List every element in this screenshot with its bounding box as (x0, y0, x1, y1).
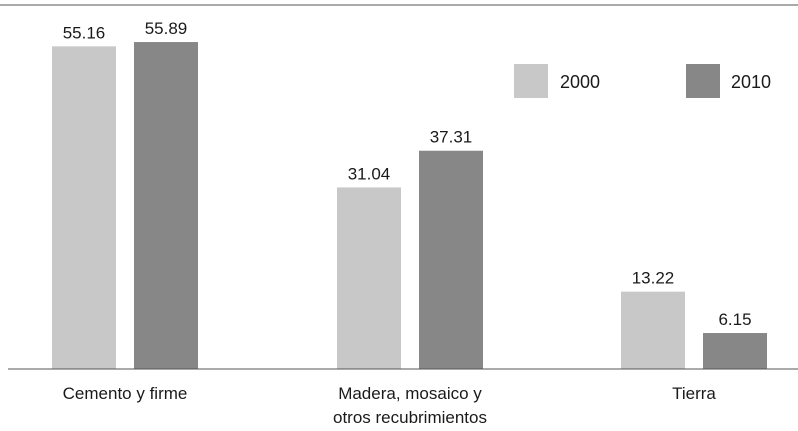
bars (52, 42, 767, 370)
value-label-2010-0: 55.89 (145, 19, 188, 38)
legend: 2000 2010 (514, 64, 771, 98)
bar-2010-0 (134, 42, 198, 370)
category-label-2-line-0: Tierra (672, 384, 716, 403)
category-labels: Cemento y firme Madera, mosaico y otros re… (63, 384, 717, 427)
legend-label-2010: 2010 (731, 72, 771, 92)
category-label-1-line-1: otros recubrimientos (333, 408, 487, 427)
value-labels: 55.16 31.04 13.22 55.89 37.31 6.15 (63, 19, 752, 329)
category-label-0-line-0: Cemento y firme (63, 384, 188, 403)
legend-label-2000: 2000 (560, 72, 600, 92)
value-label-2010-1: 37.31 (430, 128, 473, 147)
value-label-2000-2: 13.22 (632, 269, 675, 288)
bar-2010-2 (703, 333, 767, 369)
bar-2000-2 (621, 291, 685, 369)
legend-swatch-2000 (514, 64, 548, 98)
legend-swatch-2010 (686, 64, 720, 98)
bar-2010-1 (419, 150, 483, 369)
bar-2000-1 (337, 187, 401, 369)
bar-2000-0 (52, 46, 116, 370)
value-label-2000-0: 55.16 (63, 23, 106, 42)
value-label-2000-1: 31.04 (348, 164, 391, 183)
value-label-2010-2: 6.15 (718, 310, 751, 329)
category-label-1-line-0: Madera, mosaico y (338, 384, 482, 403)
